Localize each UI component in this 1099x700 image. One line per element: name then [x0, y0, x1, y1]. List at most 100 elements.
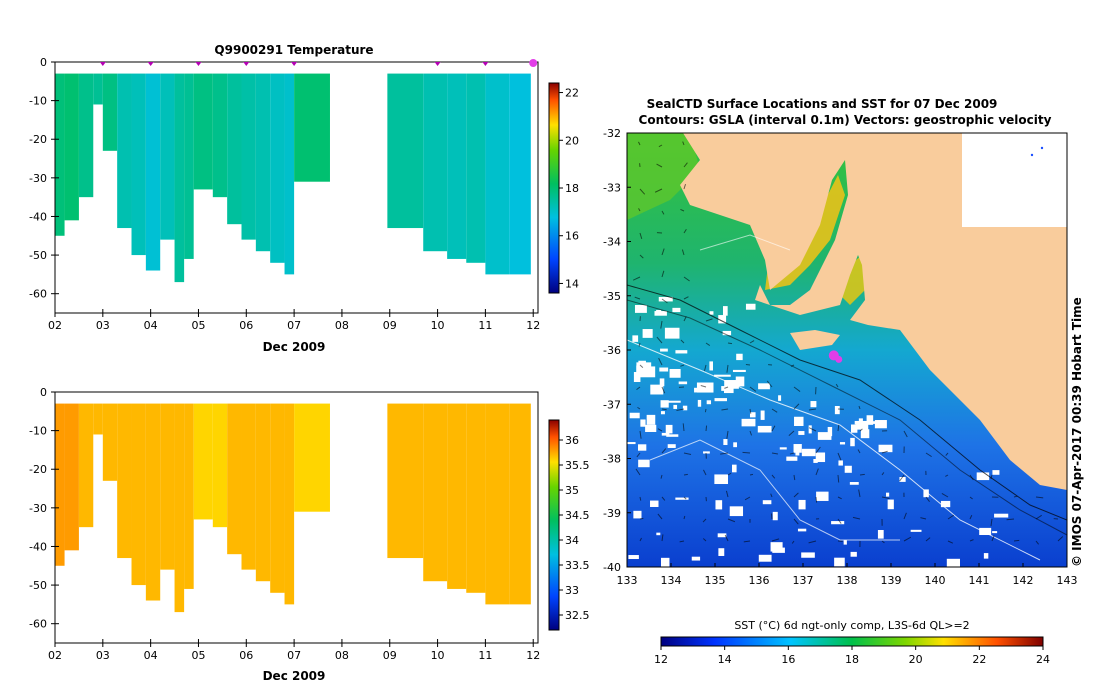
velocity-vector: [658, 357, 663, 366]
velocity-vector: [837, 452, 842, 461]
velocity-vector: [639, 496, 642, 501]
colorbar-tick-label: 18: [565, 182, 579, 195]
cloud-patch: [762, 500, 772, 505]
velocity-vector: [789, 452, 795, 455]
profile-column: [184, 403, 194, 589]
cloud-patch: [717, 533, 727, 538]
colorbar-tick-label: 22: [565, 87, 579, 100]
cloud-patch: [723, 386, 734, 394]
y-tick-label: 0: [40, 56, 47, 69]
velocity-vector: [835, 383, 839, 388]
velocity-vector: [683, 296, 689, 300]
temperature-y-axis: 0 -10 -20 -30 -40 -50 -60: [29, 56, 59, 301]
profile-markers: [99, 59, 538, 67]
profile-column: [102, 403, 118, 481]
velocity-vector: [724, 386, 729, 389]
velocity-vector: [899, 474, 905, 482]
x-tick-label: 03: [96, 649, 110, 662]
cloud-patch: [656, 532, 661, 536]
lat-tick-label: -35: [603, 290, 621, 303]
velocity-vector: [654, 188, 663, 193]
profile-column: [174, 73, 185, 283]
cloud-patch: [718, 548, 725, 556]
sst-colorbar-tick-label: 18: [845, 653, 859, 666]
cloud-patch: [849, 482, 859, 485]
velocity-vector: [837, 424, 840, 432]
cloud-patch: [646, 414, 656, 425]
current-profile-marker: [529, 59, 538, 67]
x-tick-label: 06: [239, 319, 253, 332]
profile-column: [241, 73, 256, 240]
profile-column: [423, 403, 448, 582]
profile-column: [212, 403, 228, 528]
cloud-patch: [749, 412, 756, 418]
velocity-vector: [793, 518, 799, 525]
profile-column: [466, 73, 486, 263]
velocity-vector: [679, 540, 685, 543]
lon-tick-label: 134: [661, 574, 682, 587]
velocity-vector: [727, 518, 736, 523]
profile-column: [78, 73, 94, 198]
profile-column: [55, 73, 65, 236]
velocity-vector: [632, 276, 641, 281]
cloud-patch: [745, 303, 756, 310]
profile-marker: [195, 62, 202, 66]
data-dot: [1030, 153, 1034, 157]
colorbar-tick-label: 20: [565, 134, 579, 147]
velocity-vector: [771, 474, 776, 479]
sst-map-panel: SealCTD Surface Locations and SST for 07…: [603, 97, 1084, 666]
cloud-patch: [691, 556, 701, 561]
cloud-patch: [733, 442, 738, 448]
cloud-patch: [854, 420, 868, 425]
velocity-vector: [881, 540, 885, 544]
profile-column: [184, 73, 194, 259]
lon-tick-label: 140: [925, 574, 946, 587]
temperature-x-axis: 02 03 04 05 06 07 08 09 10 11 12: [48, 309, 540, 332]
velocity-vector: [680, 339, 685, 344]
velocity-vector: [639, 188, 646, 195]
cloud-patch: [886, 492, 890, 497]
velocity-vector: [639, 430, 642, 439]
profile-column: [55, 403, 65, 566]
velocity-vector: [969, 474, 974, 481]
cloud-patch: [638, 366, 656, 378]
velocity-vector: [638, 342, 641, 347]
velocity-vector: [683, 316, 687, 322]
cloud-patch: [827, 426, 833, 437]
velocity-vector: [903, 512, 907, 520]
velocity-vector: [683, 515, 686, 520]
velocity-vector: [815, 496, 818, 503]
profile-column: [270, 403, 285, 593]
sst-colorbar-tick-label: 14: [718, 653, 732, 666]
cloud-patch: [714, 398, 728, 402]
velocity-vector: [945, 452, 949, 456]
velocity-vector: [1013, 539, 1020, 542]
map-latitude-axis: -32 -33 -34 -35 -36 -37 -38 -39 -40: [603, 127, 631, 574]
cloud-patch: [696, 382, 714, 393]
cloud-patch: [976, 472, 990, 481]
velocity-vector: [721, 408, 729, 411]
velocity-vector: [635, 468, 641, 476]
profile-column: [255, 73, 271, 252]
velocity-vector: [920, 517, 927, 520]
velocity-vector: [639, 254, 644, 259]
velocity-vector: [636, 452, 641, 458]
velocity-vector: [925, 496, 930, 503]
lon-tick-label: 135: [705, 574, 726, 587]
velocity-vector: [661, 448, 667, 454]
cloud-patch: [843, 540, 847, 545]
kangaroo-island: [790, 330, 840, 350]
cloud-patch: [659, 378, 665, 387]
velocity-vector: [771, 452, 779, 455]
data-dot: [1040, 146, 1044, 150]
profile-column: [145, 403, 161, 601]
velocity-vector: [656, 336, 663, 344]
velocity-vector: [727, 472, 732, 476]
cloud-patch: [794, 416, 804, 427]
no-data-region: [962, 133, 1067, 227]
profile-column: [117, 73, 132, 229]
lon-tick-label: 137: [793, 574, 814, 587]
cloud-patch: [793, 444, 802, 453]
x-tick-label: 03: [96, 319, 110, 332]
cloud-patch: [706, 400, 712, 405]
